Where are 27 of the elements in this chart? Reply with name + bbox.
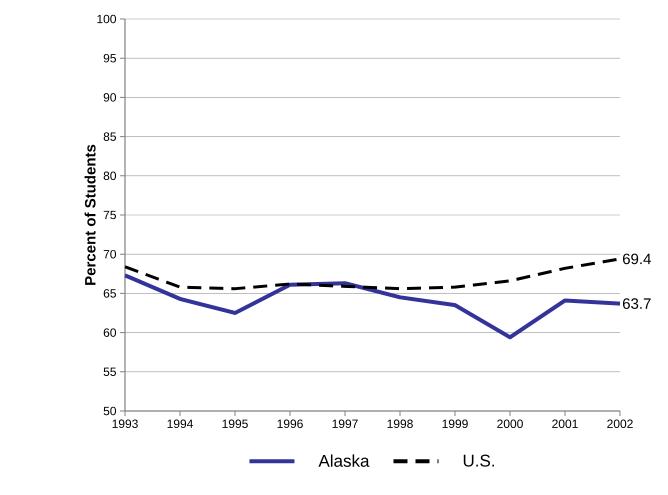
- x-tick-label: 1996: [278, 420, 303, 428]
- annotation: 63.7: [622, 298, 651, 309]
- x-tick-label: 2001: [552, 420, 578, 428]
- y-tick-label: 65: [104, 289, 116, 298]
- y-tick-label: 70: [104, 250, 116, 258]
- x-tick-label: 2000: [497, 420, 523, 428]
- y-tick-label: 85: [104, 132, 116, 141]
- x-tick-label: 2002: [607, 420, 633, 428]
- y-tick-label: 80: [104, 172, 116, 180]
- y-tick-label: 75: [104, 210, 116, 220]
- y-tick-label: 95: [104, 54, 116, 62]
- y-tick-label: 55: [104, 368, 116, 376]
- legend-label: Alaska: [318, 454, 370, 467]
- legend-label: U.S.: [464, 454, 494, 467]
- x-tick-label: 1995: [222, 420, 248, 428]
- x-tick-label: 1998: [388, 420, 413, 428]
- y-axis-title: Percent of Students: [84, 144, 96, 285]
- annotation: 69.4: [622, 254, 651, 264]
- x-tick-label: 1994: [168, 420, 193, 428]
- y-tick-label: 50: [104, 406, 116, 416]
- x-tick-label: 1999: [442, 420, 468, 428]
- x-tick-label: 1993: [112, 420, 138, 428]
- y-tick-label: 60: [104, 328, 116, 337]
- line-series: [123, 273, 622, 340]
- y-tick-label: 100: [97, 14, 116, 24]
- x-tick-label: 1997: [332, 420, 358, 428]
- y-tick-label: 90: [104, 93, 116, 102]
